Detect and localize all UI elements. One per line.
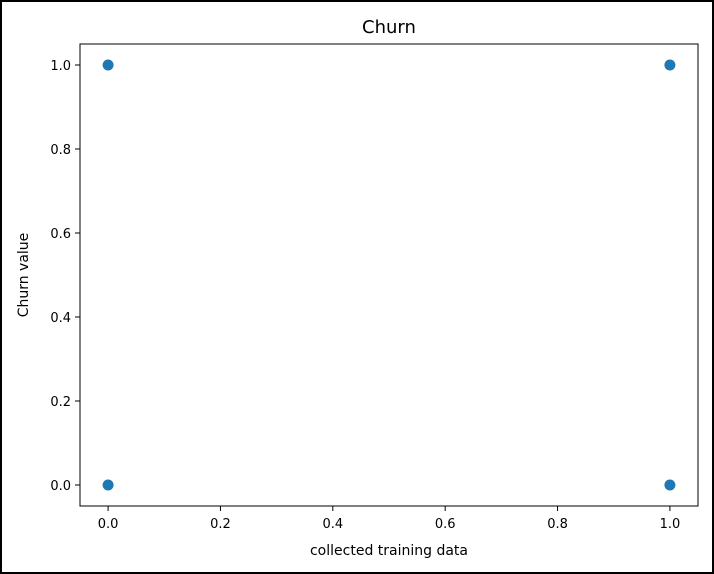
y-tick-label: 0.8 — [50, 143, 71, 158]
data-point — [102, 479, 114, 491]
y-axis-label: Churn value — [16, 233, 32, 318]
data-point — [664, 479, 676, 491]
chart-title: Churn — [362, 17, 416, 38]
y-axis-ticks: 0.0 0.2 0.4 0.6 0.8 1.0 — [50, 59, 80, 494]
data-point — [102, 59, 114, 71]
x-axis-ticks: 0.0 0.2 0.4 0.6 0.8 1.0 — [98, 506, 681, 532]
y-tick-label: 1.0 — [50, 59, 71, 74]
data-points — [102, 59, 676, 491]
data-point — [664, 59, 676, 71]
x-tick-label: 0.6 — [435, 517, 456, 532]
plot-area — [79, 43, 699, 507]
x-tick-label: 0.2 — [210, 517, 231, 532]
x-axis-label: collected training data — [310, 543, 468, 559]
y-tick-label: 0.4 — [50, 311, 71, 326]
y-tick-label: 0.6 — [50, 227, 71, 242]
y-tick-label: 0.0 — [50, 479, 71, 494]
x-tick-label: 0.8 — [547, 517, 568, 532]
x-tick-label: 0.0 — [98, 517, 119, 532]
x-tick-label: 1.0 — [660, 517, 681, 532]
x-tick-label: 0.4 — [322, 517, 343, 532]
y-tick-label: 0.2 — [50, 395, 71, 410]
